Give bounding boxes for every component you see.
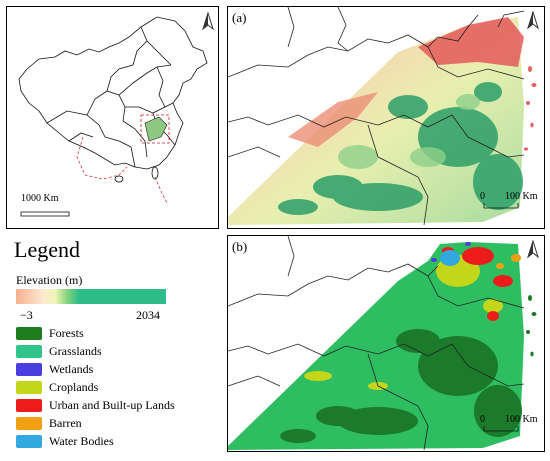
panel-a-label: (a) (232, 10, 247, 25)
china-outline-map (18, 16, 208, 217)
north-arrow-icon (527, 11, 539, 30)
map-legend: Legend Elevation (m) −3 2034 Forests Gra… (6, 237, 221, 455)
overview-map: 1000 Km (6, 6, 219, 229)
lake-shape (440, 250, 460, 266)
legend-swatch (16, 363, 42, 376)
legend-item-label: Barren (49, 416, 82, 430)
elevation-max-label: 2034 (136, 308, 160, 322)
elevation-color-ramp (16, 289, 166, 304)
legend-swatch (16, 417, 42, 430)
elevation-min-label: −3 (20, 308, 33, 322)
legend-swatch (16, 327, 42, 340)
legend-swatch (16, 381, 42, 394)
north-arrow-icon (202, 12, 214, 31)
study-area-shape (144, 116, 168, 142)
land-cover-map (228, 236, 537, 451)
overview-scale-label: 1000 Km (21, 193, 59, 204)
legend-item-label: Water Bodies (49, 434, 114, 448)
land-cover-map-panel: (b) 0 100 Km (227, 235, 545, 452)
legend-item-label: Grasslands (49, 344, 102, 358)
elevation-map (228, 7, 537, 226)
legend-swatch (16, 399, 42, 412)
north-arrow-icon (527, 240, 539, 259)
legend-item-label: Wetlands (49, 362, 94, 376)
legend-title: Legend (14, 237, 80, 262)
panel-a-scale-end: 100 Km (505, 191, 538, 202)
legend-item-label: Urban and Built-up Lands (49, 398, 175, 412)
panel-a-scale-start: 0 (480, 191, 485, 202)
legend-item-label: Croplands (49, 380, 99, 394)
legend-item-label: Forests (49, 326, 84, 340)
legend-swatch (16, 345, 42, 358)
panel-b-scale-end: 100 Km (505, 414, 538, 425)
elevation-map-panel: (a) 0 100 Km (227, 6, 545, 229)
panel-b-scale-start: 0 (480, 414, 485, 425)
panel-b-label: (b) (232, 239, 248, 254)
elevation-label: Elevation (m) (16, 273, 83, 287)
legend-swatch (16, 435, 42, 448)
